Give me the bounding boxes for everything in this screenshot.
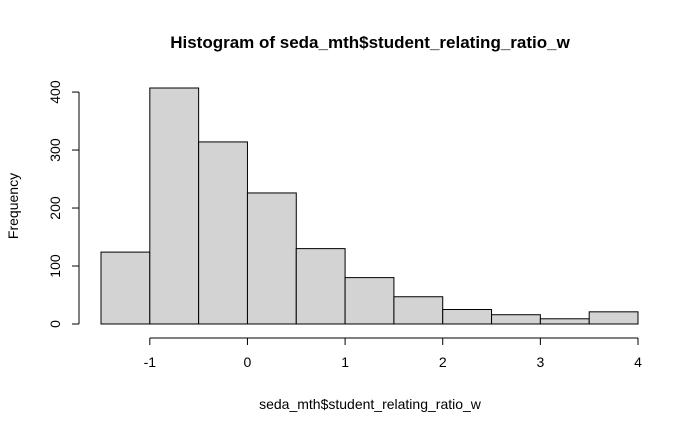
histogram-bar-10 — [588, 311, 639, 325]
chart-title: Histogram of seda_mth$student_relating_r… — [170, 33, 570, 52]
x-tick-label: -1 — [144, 354, 157, 370]
y-axis: 0 100 200 300 400 — [47, 80, 80, 328]
y-tick-label: 0 — [47, 320, 63, 328]
x-tick-label: 1 — [341, 354, 349, 370]
histogram-bar-6 — [393, 296, 444, 325]
histogram-bar-3 — [246, 192, 297, 325]
histogram-bar-9 — [539, 318, 590, 325]
histogram-bar-1 — [149, 87, 200, 325]
histogram-bar-7 — [442, 309, 493, 325]
x-axis: -1 0 1 2 3 4 — [144, 337, 642, 370]
y-tick-label: 100 — [47, 254, 63, 278]
histogram-bar-4 — [295, 248, 346, 325]
y-tick-label: 300 — [47, 138, 63, 162]
histogram-bar-5 — [344, 277, 395, 325]
x-tick-label: 3 — [536, 354, 544, 370]
y-axis-label: Frequency — [5, 173, 21, 239]
x-tick-label: 2 — [439, 354, 447, 370]
histogram-bars — [100, 87, 639, 325]
histogram-bar-0 — [100, 251, 151, 325]
x-tick-label: 4 — [634, 354, 642, 370]
x-axis-label: seda_mth$student_relating_ratio_w — [259, 396, 482, 412]
histogram-bar-2 — [198, 141, 248, 325]
y-tick-label: 400 — [47, 80, 63, 104]
histogram-bar-8 — [491, 314, 541, 325]
x-tick-label: 0 — [244, 354, 252, 370]
y-tick-label: 200 — [47, 196, 63, 220]
